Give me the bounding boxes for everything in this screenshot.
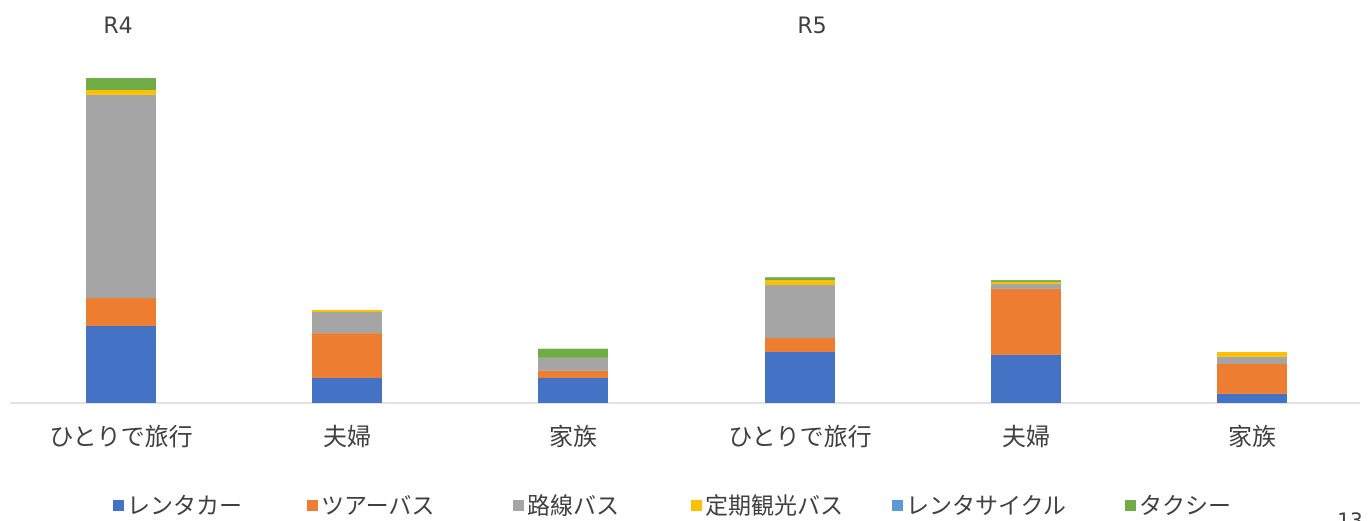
bar-segment: [1217, 356, 1287, 364]
bar-segment: [86, 298, 156, 326]
legend-label: タクシー: [1139, 494, 1231, 520]
legend-swatch: [113, 500, 124, 511]
bar-segment: [312, 310, 382, 312]
page-number: 13: [1337, 509, 1362, 521]
legend-swatch: [691, 500, 702, 511]
bar-segment: [765, 285, 835, 338]
x-tick-label: 家族: [549, 423, 597, 451]
x-tick-label: 家族: [1228, 423, 1276, 451]
bar-segment: [991, 284, 1061, 289]
bar-segment: [765, 280, 835, 286]
bar-segment: [538, 348, 608, 358]
bar-segment: [312, 333, 382, 378]
bar-segment: [86, 94, 156, 299]
bar-segment: [1217, 351, 1287, 357]
bar-segment: [991, 282, 1061, 285]
legend-label: 路線バス: [527, 494, 619, 520]
legend-swatch: [1125, 500, 1136, 511]
x-tick-label: ひとりで旅行: [728, 423, 871, 451]
bar-segment: [991, 288, 1061, 355]
bar-segment: [765, 338, 835, 352]
x-tick-label: 夫婦: [1002, 423, 1050, 451]
legend-label: レンタカー: [127, 494, 242, 520]
legend-swatch: [307, 500, 318, 511]
bar-segment: [1217, 393, 1287, 403]
bar-segment: [86, 325, 156, 403]
bar-segment: [991, 354, 1061, 403]
legend-label: ツアーバス: [321, 494, 434, 520]
bar-segment: [765, 277, 835, 281]
x-tick-label: ひとりで旅行: [49, 423, 192, 451]
legend-label: 定期観光バス: [705, 494, 843, 520]
bar-segment: [312, 312, 382, 334]
group-label: R4: [103, 14, 132, 39]
legend-label: レンタサイクル: [906, 494, 1066, 520]
bar-segment: [991, 280, 1061, 283]
bar-segment: [86, 90, 156, 95]
legend-swatch: [513, 500, 524, 511]
bar-segment: [538, 357, 608, 371]
bar-segment: [538, 377, 608, 403]
x-tick-label: 夫婦: [323, 423, 371, 451]
group-label: R5: [797, 14, 826, 39]
bar-segment: [312, 377, 382, 403]
bar-segment: [765, 351, 835, 403]
bar-segment: [538, 370, 608, 378]
bar-segment: [86, 78, 156, 91]
legend-swatch: [892, 500, 903, 511]
bar-segment: [1217, 364, 1287, 394]
